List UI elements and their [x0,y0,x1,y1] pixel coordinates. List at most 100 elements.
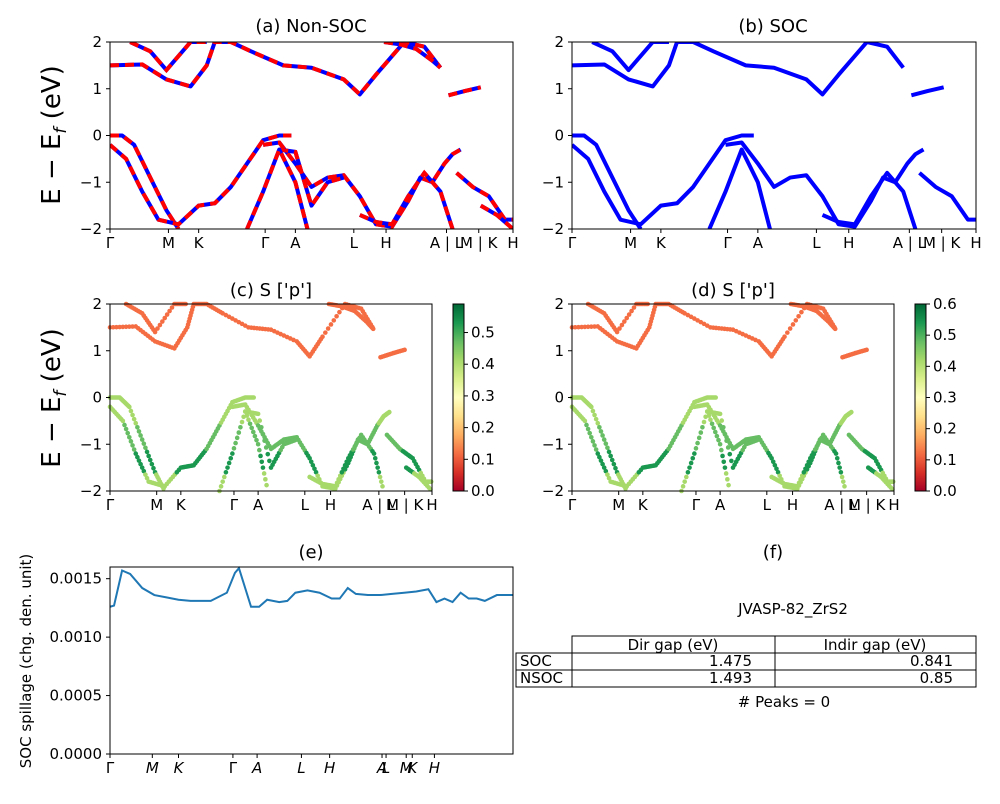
pchar-point [263,477,268,482]
pchar-point [834,455,840,461]
pchar-point [775,470,781,475]
axes-d-xtick-label: K [638,496,649,514]
pchar-point [680,484,686,489]
pchar-point [402,347,407,353]
axes-c-xtick-label: Γ [106,496,115,514]
energy-ylabel-top-sub: f [51,125,71,134]
pchar-point [236,430,242,435]
panel-f-title: (f) [763,542,783,563]
spillage-line [109,566,513,608]
axes-a-xtick-label: K [194,234,205,252]
pchar-point [609,457,615,463]
pchar-point [223,470,229,475]
axes-b-xtick-label: M | K [923,234,962,252]
axes-d-xtick-label: M [612,496,625,514]
pchar-point [239,419,245,425]
pchar-point [708,417,713,423]
axes-b-ytick-label: −2 [542,220,564,238]
axes-a-xtick-label: L [350,234,359,252]
pchar-point [700,425,705,430]
band-line [110,42,443,97]
pchar-point [842,484,847,489]
axes-b-xtick-label: A [753,234,764,252]
pchar-point [375,465,380,470]
pchar-point [242,409,248,414]
pchar-point [712,429,718,435]
pchar-point [597,454,602,460]
pchar-point [323,330,328,335]
pchar-point [787,326,793,331]
pchar-point [110,324,116,330]
pchar-point [123,324,129,330]
pchar-point [133,420,139,426]
pchar-point [711,425,716,431]
pchar-point [585,426,591,432]
pchar-point [592,324,597,329]
band-line [725,140,925,229]
pchar-point [587,430,593,436]
energy-ylabel-top: E − Ef (eV) [37,65,71,205]
axes-d-ytick-label: 1 [554,342,564,360]
pchar-point [371,451,377,456]
pchar-point [257,418,263,423]
pchar-point [713,395,718,400]
pchar-point [250,429,256,435]
pchar-point [693,446,699,451]
pchar-point [603,468,609,474]
pchar-point [799,309,804,315]
axes-c-frame [109,303,433,492]
panel-d-title: (d) S ['p'] [691,280,775,301]
axes-b-ytick-label: −1 [542,173,564,191]
band-line [821,170,918,229]
axes-d-xtick-label: H [888,496,899,514]
pchar-point [144,449,150,455]
cbar-c-ticks-tick-label: 0.5 [471,324,495,342]
pchar-point [328,322,334,327]
cbar-c-ticks-tick-label: 0.1 [471,450,495,468]
pchar-point [341,466,346,472]
axes-c-ytick-label: 0 [92,389,102,407]
pchar-point [260,431,266,437]
axes-b-xtick-label: K [656,234,667,252]
pchar-point [704,409,710,414]
pchar-point [770,459,776,465]
pchar-point [130,412,135,418]
pchar-point [325,326,331,331]
pchar-point [631,305,637,310]
pchar-point [169,305,175,310]
axes-e-xtick-label: H [429,759,440,777]
table-header-indir: Indir gap (eV) [824,636,927,654]
band-line [918,171,976,222]
cbar-d-ticks-tick-label: 0.4 [933,357,957,375]
axes-a-xtick-label: A | L [430,234,464,252]
pchar-point [259,425,264,430]
pchar-point [141,468,147,474]
axes-e-ytick-label: 0.0000 [50,745,103,763]
pchar-point [769,455,774,461]
axes-d-ytick-label: 0 [554,389,564,407]
pchar-point [592,443,597,448]
pchar-point [120,324,126,330]
axes-a-xtick-label: H [380,234,391,252]
pchar-point [147,457,153,463]
pchar-point [307,455,312,461]
pchar-point [136,458,142,463]
pchar-point [151,465,156,471]
axes-e-frame [109,566,514,755]
pchar-point [372,455,378,461]
axes-a-xtick-label: M | K [460,234,499,252]
axes-d-xtick-label: Γ [568,496,577,514]
pchar-point [595,451,601,456]
pchar-point [228,455,234,461]
band-line [572,42,905,97]
pchar-point [337,309,342,315]
pchar-point [605,472,610,477]
axes-e-ytick-label: 0.0010 [50,628,103,646]
colorbar-d [914,303,927,492]
axes-a-xtick-label: H [507,234,518,252]
pchar-point [376,470,382,475]
band-line-dash [359,169,455,229]
axes-b-ytick-label: 1 [554,80,564,98]
